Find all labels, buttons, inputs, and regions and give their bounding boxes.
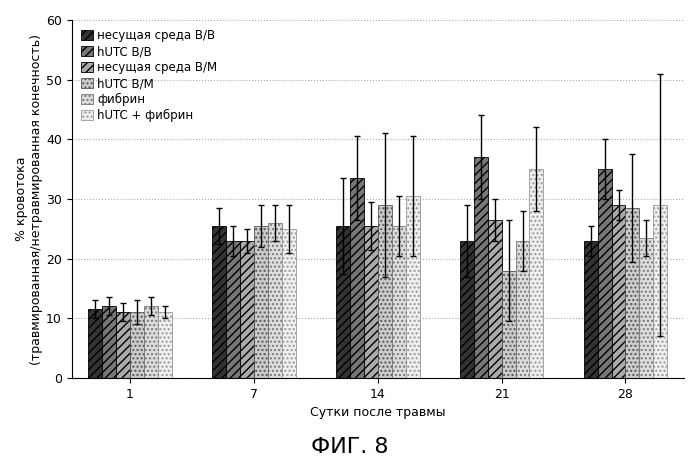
Y-axis label: % кровотока
(травмированная/нетравмированная конечность): % кровотока (травмированная/нетравмирова…: [15, 34, 43, 365]
Bar: [116, 312, 130, 378]
Bar: [391, 226, 405, 378]
Bar: [336, 226, 350, 378]
Bar: [363, 226, 377, 378]
Bar: [612, 205, 626, 378]
Bar: [377, 205, 391, 378]
Bar: [268, 223, 282, 378]
Bar: [598, 169, 612, 378]
Bar: [626, 208, 640, 378]
Bar: [158, 312, 172, 378]
Bar: [488, 220, 502, 378]
Bar: [226, 241, 240, 378]
Bar: [102, 306, 116, 378]
Text: ФИГ. 8: ФИГ. 8: [311, 437, 388, 457]
Bar: [130, 312, 144, 378]
Bar: [254, 226, 268, 378]
Bar: [212, 226, 226, 378]
Bar: [240, 241, 254, 378]
Bar: [144, 306, 158, 378]
Bar: [529, 169, 543, 378]
Bar: [282, 229, 296, 378]
Bar: [350, 178, 363, 378]
Bar: [502, 271, 516, 378]
Bar: [516, 241, 529, 378]
Bar: [405, 196, 419, 378]
Bar: [88, 310, 102, 378]
Bar: [640, 238, 654, 378]
Bar: [460, 241, 474, 378]
X-axis label: Сутки после травмы: Сутки после травмы: [310, 406, 445, 419]
Bar: [654, 205, 668, 378]
Legend: несущая среда В/В, hUTC В/В, несущая среда В/М, hUTC В/М, фибрин, hUTC + фибрин: несущая среда В/В, hUTC В/В, несущая сре…: [78, 26, 221, 126]
Bar: [474, 157, 488, 378]
Bar: [584, 241, 598, 378]
